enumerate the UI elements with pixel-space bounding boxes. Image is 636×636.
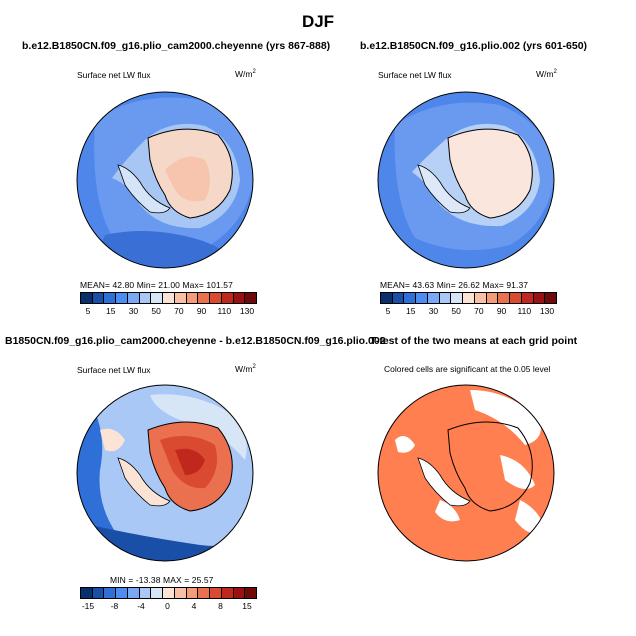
colorbar-swatch <box>104 293 117 303</box>
panel3-units: W/m2 <box>235 364 256 374</box>
colorbar-swatch <box>174 293 187 303</box>
colorbar-swatch <box>210 588 222 598</box>
colorbar-tick-label: 0 <box>165 601 170 611</box>
panel2-title: b.e12.B1850CN.f09_g16.plio.002 (yrs 601-… <box>360 40 588 52</box>
colorbar-swatch <box>510 293 522 303</box>
panel3-colorbar <box>80 587 257 599</box>
panel2-units: W/m2 <box>536 69 557 79</box>
colorbar-swatch <box>198 293 211 303</box>
colorbar-swatch <box>151 588 164 598</box>
colorbar-swatch <box>486 293 499 303</box>
colorbar-swatch <box>116 588 128 598</box>
colorbar-swatch <box>92 588 105 598</box>
colorbar-tick-label: 130 <box>239 306 255 316</box>
colorbar-tick-label: 50 <box>451 306 461 316</box>
colorbar-swatch <box>116 293 128 303</box>
colorbar-swatch <box>139 293 152 303</box>
panel3-title: B1850CN.f09_g16.plio_cam2000.cheyenne - … <box>5 335 386 347</box>
colorbar-swatch <box>139 588 152 598</box>
colorbar-swatch <box>474 293 487 303</box>
figure-title: DJF <box>301 12 335 31</box>
colorbar-swatch <box>498 293 511 303</box>
panel4-subtitle: Colored cells are significant at the 0.0… <box>384 364 551 374</box>
colorbar-swatch <box>245 293 257 303</box>
colorbar-swatch <box>221 588 234 598</box>
colorbar-tick-label: 8 <box>218 601 223 611</box>
colorbar-swatch <box>439 293 452 303</box>
panel1-units: W/m2 <box>235 69 256 79</box>
colorbar-swatch <box>198 588 211 598</box>
colorbar-tick-label: 5 <box>385 306 391 316</box>
colorbar-swatch <box>127 588 140 598</box>
panel4-title: T-test of the two means at each grid poi… <box>370 335 578 347</box>
colorbar-tick-label: 5 <box>85 306 91 316</box>
colorbar-swatch <box>533 293 546 303</box>
colorbar-swatch <box>104 588 117 598</box>
panel2-colorbar <box>380 292 557 304</box>
colorbar-swatch <box>81 588 93 598</box>
colorbar-swatch <box>392 293 405 303</box>
colorbar-tick-label: 70 <box>474 306 484 316</box>
colorbar-tick-label: 30 <box>428 306 439 316</box>
colorbar-swatch <box>404 293 417 303</box>
panel1-variable: Surface net LW flux <box>77 70 151 80</box>
colorbar-tick-label: 70 <box>174 306 184 316</box>
colorbar-swatch <box>210 293 222 303</box>
colorbar-tick-label: 110 <box>517 306 532 316</box>
colorbar-swatch <box>545 293 557 303</box>
panel3-variable: Surface net LW flux <box>77 365 151 375</box>
colorbar-tick-label: -15 <box>81 601 95 611</box>
colorbar-swatch <box>163 293 175 303</box>
colorbar-tick-label: 15 <box>105 306 116 316</box>
colorbar-swatch <box>416 293 428 303</box>
colorbar-swatch <box>81 293 93 303</box>
colorbar-tick-label: -8 <box>110 601 119 611</box>
colorbar-tick-label: 110 <box>217 306 232 316</box>
colorbar-tick-label: 15 <box>405 306 416 316</box>
panel3-stats: MIN = -13.38 MAX = 25.57 <box>110 575 214 585</box>
colorbar-swatch <box>521 293 534 303</box>
colorbar-swatch <box>92 293 105 303</box>
colorbar-swatch <box>221 293 234 303</box>
colorbar-tick-label: 15 <box>242 601 252 611</box>
colorbar-swatch <box>127 293 140 303</box>
colorbar-swatch <box>233 293 246 303</box>
colorbar-swatch <box>233 588 246 598</box>
colorbar-tick-label: 50 <box>151 306 161 316</box>
colorbar-tick-label: 4 <box>191 601 197 611</box>
colorbar-swatch <box>427 293 440 303</box>
colorbar-swatch <box>174 588 187 598</box>
panel1-title: b.e12.B1850CN.f09_g16.plio_cam2000.cheye… <box>22 40 331 52</box>
colorbar-tick-label: 90 <box>196 306 207 316</box>
colorbar-tick-label: 90 <box>496 306 507 316</box>
panel1-colorbar <box>80 292 257 304</box>
colorbar-tick-label: 130 <box>539 306 555 316</box>
panel2-stats: MEAN= 43.63 Min= 26.62 Max= 91.37 <box>380 280 529 290</box>
colorbar-tick-label: -4 <box>137 601 145 611</box>
colorbar-swatch <box>463 293 475 303</box>
colorbar-swatch <box>163 588 175 598</box>
colorbar-swatch <box>451 293 464 303</box>
colorbar-swatch <box>186 293 199 303</box>
colorbar-swatch <box>381 293 393 303</box>
colorbar-swatch <box>245 588 257 598</box>
panel2-variable: Surface net LW flux <box>378 70 452 80</box>
colorbar-swatch <box>151 293 164 303</box>
colorbar-swatch <box>186 588 199 598</box>
panel1-stats: MEAN= 42.80 Min= 21.00 Max= 101.57 <box>80 280 233 290</box>
colorbar-tick-label: 30 <box>128 306 139 316</box>
